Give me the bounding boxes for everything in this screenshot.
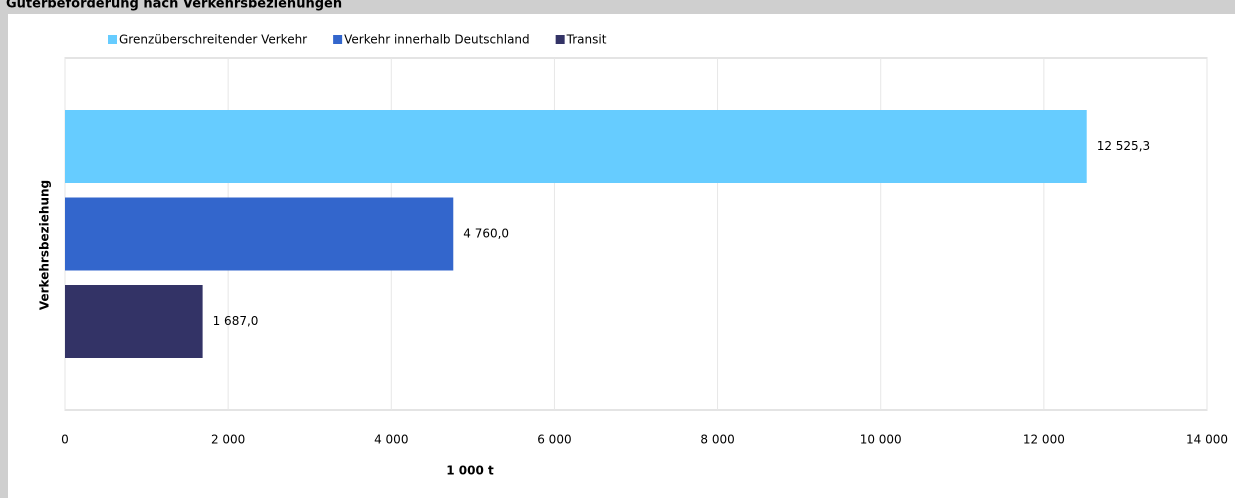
bar — [65, 285, 203, 358]
x-tick-label: 4 000 — [374, 433, 408, 447]
chart-title: Güterbeförderung nach Verkehrsbeziehunge… — [6, 0, 342, 12]
data-label: 12 525,3 — [1097, 139, 1150, 153]
x-tick-label: 14 000 — [1186, 433, 1228, 447]
x-tick-label: 8 000 — [700, 433, 734, 447]
legend-swatch — [108, 35, 117, 44]
data-label: 4 760,0 — [463, 227, 509, 241]
legend-label: Grenzüberschreitender Verkehr — [119, 33, 307, 47]
x-tick-label: 12 000 — [1023, 433, 1065, 447]
x-tick-label: 0 — [61, 433, 69, 447]
legend-label: Transit — [566, 33, 607, 47]
x-tick-label: 2 000 — [211, 433, 245, 447]
bar — [65, 110, 1087, 183]
bar — [65, 197, 454, 271]
data-label: 1 687,0 — [213, 314, 259, 328]
y-axis-label: Verkehrsbeziehung — [38, 180, 52, 310]
legend-swatch — [555, 35, 565, 44]
x-tick-label: 6 000 — [537, 433, 571, 447]
legend-swatch — [333, 35, 343, 44]
x-axis-label: 1 000 t — [446, 464, 494, 478]
x-tick-label: 10 000 — [860, 433, 902, 447]
legend-label: Verkehr innerhalb Deutschland — [344, 33, 530, 47]
